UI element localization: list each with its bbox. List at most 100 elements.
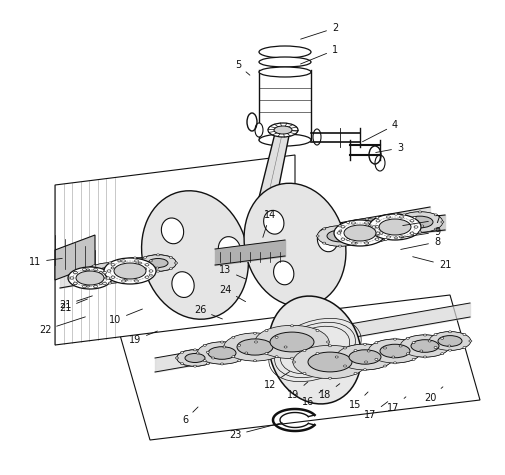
Ellipse shape	[254, 360, 257, 362]
Ellipse shape	[351, 222, 356, 224]
Ellipse shape	[379, 219, 411, 235]
Ellipse shape	[317, 226, 363, 246]
Ellipse shape	[308, 352, 352, 372]
Ellipse shape	[381, 219, 411, 233]
Ellipse shape	[259, 67, 311, 77]
Ellipse shape	[402, 214, 406, 216]
Ellipse shape	[141, 191, 248, 319]
Ellipse shape	[197, 342, 247, 364]
Ellipse shape	[346, 221, 349, 224]
Ellipse shape	[384, 221, 387, 224]
Ellipse shape	[438, 336, 462, 346]
Text: 10: 10	[109, 309, 142, 325]
Ellipse shape	[107, 270, 111, 272]
Ellipse shape	[334, 220, 386, 246]
Ellipse shape	[336, 344, 393, 370]
Text: 7: 7	[403, 215, 440, 226]
Ellipse shape	[265, 330, 268, 332]
Ellipse shape	[207, 351, 209, 353]
Ellipse shape	[392, 230, 395, 232]
Ellipse shape	[398, 212, 442, 232]
Ellipse shape	[198, 342, 246, 364]
Ellipse shape	[103, 282, 107, 285]
Polygon shape	[55, 235, 95, 280]
Ellipse shape	[269, 296, 361, 404]
Ellipse shape	[399, 216, 403, 218]
Ellipse shape	[441, 353, 444, 355]
Polygon shape	[245, 128, 290, 257]
Ellipse shape	[355, 228, 358, 230]
Ellipse shape	[355, 242, 358, 244]
Ellipse shape	[337, 232, 341, 234]
Ellipse shape	[290, 325, 293, 327]
Ellipse shape	[369, 214, 421, 240]
Ellipse shape	[82, 268, 86, 271]
Ellipse shape	[394, 213, 397, 215]
Ellipse shape	[368, 339, 422, 363]
Ellipse shape	[383, 365, 386, 367]
Ellipse shape	[365, 222, 369, 224]
Ellipse shape	[376, 233, 379, 236]
Ellipse shape	[303, 350, 306, 351]
Ellipse shape	[448, 349, 451, 351]
Ellipse shape	[397, 212, 443, 232]
Ellipse shape	[172, 272, 194, 297]
Ellipse shape	[74, 271, 77, 273]
Ellipse shape	[73, 282, 77, 285]
Text: 9: 9	[401, 227, 440, 238]
Ellipse shape	[145, 264, 149, 266]
Ellipse shape	[87, 263, 133, 283]
Ellipse shape	[434, 214, 437, 216]
Ellipse shape	[149, 270, 153, 272]
Ellipse shape	[343, 365, 346, 367]
Ellipse shape	[340, 218, 394, 243]
Ellipse shape	[419, 231, 422, 233]
Ellipse shape	[124, 265, 127, 267]
Ellipse shape	[323, 242, 326, 244]
Ellipse shape	[366, 242, 369, 244]
Ellipse shape	[185, 353, 205, 362]
Ellipse shape	[144, 256, 146, 258]
Ellipse shape	[259, 57, 311, 67]
Ellipse shape	[284, 346, 287, 348]
Ellipse shape	[341, 219, 393, 243]
Ellipse shape	[145, 276, 149, 278]
Ellipse shape	[232, 356, 235, 358]
Ellipse shape	[112, 258, 158, 278]
Ellipse shape	[421, 225, 424, 227]
Text: 11: 11	[29, 257, 62, 267]
Ellipse shape	[275, 356, 278, 358]
Text: 5: 5	[235, 60, 250, 75]
Ellipse shape	[212, 357, 215, 359]
Ellipse shape	[204, 344, 206, 346]
Ellipse shape	[430, 332, 470, 350]
Ellipse shape	[412, 342, 415, 343]
Text: 15: 15	[349, 392, 368, 410]
Ellipse shape	[463, 333, 466, 335]
Ellipse shape	[97, 267, 123, 279]
Text: 19: 19	[129, 331, 158, 345]
Ellipse shape	[259, 134, 311, 146]
Text: 21: 21	[413, 256, 451, 270]
Text: 2: 2	[300, 23, 338, 39]
Ellipse shape	[448, 345, 451, 347]
Ellipse shape	[367, 350, 370, 352]
Ellipse shape	[111, 264, 115, 266]
Ellipse shape	[140, 255, 176, 271]
Ellipse shape	[99, 271, 103, 273]
Ellipse shape	[162, 218, 184, 244]
Ellipse shape	[99, 283, 103, 285]
Ellipse shape	[434, 228, 437, 230]
Ellipse shape	[237, 339, 273, 355]
Ellipse shape	[265, 352, 268, 354]
Ellipse shape	[257, 326, 327, 358]
Ellipse shape	[396, 221, 399, 223]
Ellipse shape	[341, 226, 345, 228]
Ellipse shape	[469, 340, 472, 342]
Ellipse shape	[105, 277, 108, 279]
Ellipse shape	[68, 277, 71, 279]
Ellipse shape	[351, 242, 356, 244]
Ellipse shape	[317, 228, 338, 252]
Ellipse shape	[131, 272, 134, 274]
Ellipse shape	[93, 268, 97, 271]
